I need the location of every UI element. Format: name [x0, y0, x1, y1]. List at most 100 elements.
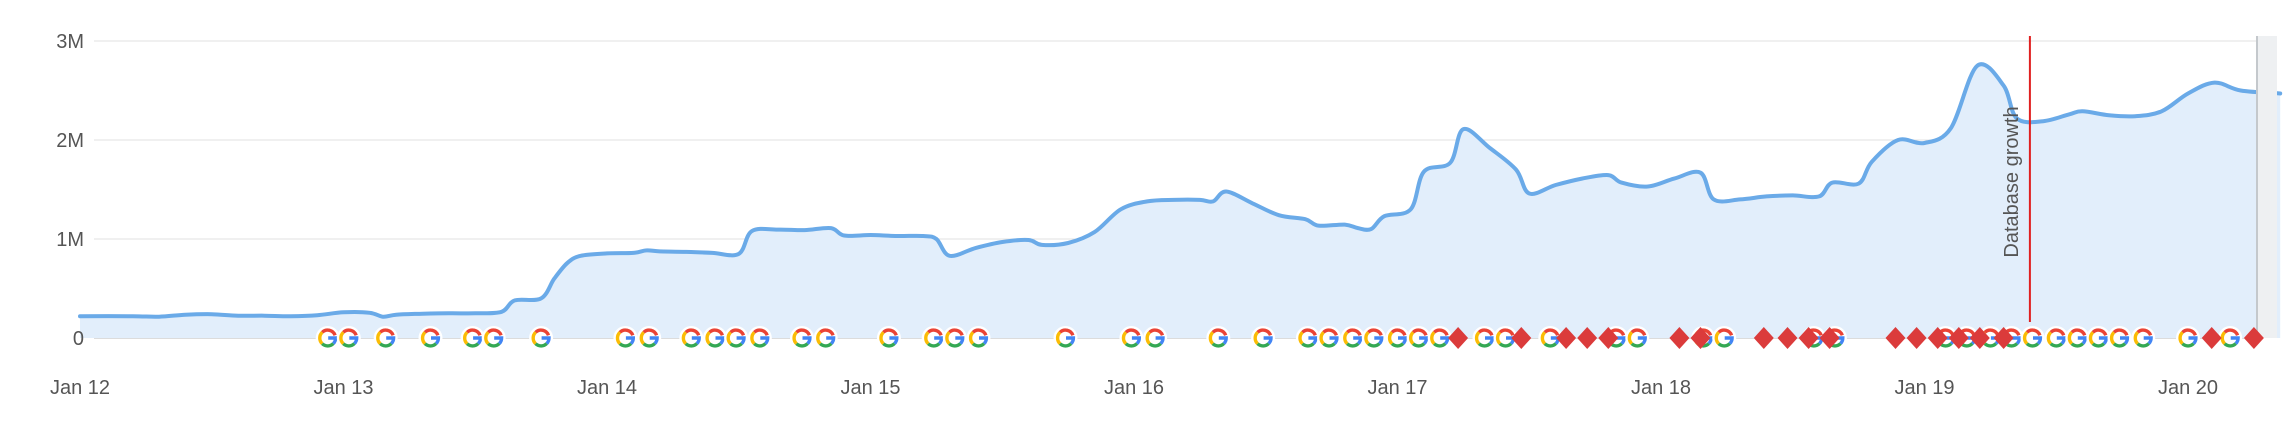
google-arc-yellow	[879, 331, 885, 345]
google-arc-yellow	[2133, 331, 2140, 345]
google-arc-blue	[2012, 336, 2022, 345]
google-arc-blue	[494, 336, 504, 345]
google-marker	[1427, 326, 1452, 350]
google-arc-red	[882, 328, 898, 337]
google-arc-green	[729, 342, 743, 348]
x-tick-label: Jan 17	[1367, 377, 1427, 399]
google-arc-green	[379, 342, 393, 348]
google-arc-yellow	[2067, 331, 2074, 345]
google-arc-blue	[1835, 336, 1845, 345]
google-arc-yellow	[968, 331, 975, 345]
google-arc-blue	[979, 336, 989, 345]
google-arc-red	[1433, 328, 1449, 337]
google-arc-green	[618, 342, 633, 348]
google-arc-blue	[1440, 336, 1450, 345]
google-marker	[1385, 326, 1410, 350]
google-arc-blue	[691, 336, 701, 345]
google-arc-red	[1717, 328, 1734, 337]
diamond-marker	[1906, 327, 1927, 349]
google-marker	[1317, 326, 1341, 350]
google-arc-yellow	[1387, 331, 1394, 345]
google-arc-green	[948, 342, 962, 348]
google-marker	[1472, 326, 1497, 350]
diamond-marker	[1927, 327, 1948, 349]
google-arc-red	[2091, 328, 2108, 337]
google-arc-blue	[2056, 336, 2066, 345]
google-marker	[460, 326, 485, 350]
google-arc-red	[1477, 328, 1494, 337]
google-arc-red	[1630, 328, 1647, 337]
google-arc-blue	[541, 336, 551, 345]
google-arc-blue	[2033, 336, 2043, 345]
google-arc-blue	[2143, 336, 2153, 345]
y-tick-label: 1M	[56, 229, 84, 251]
google-arc-blue	[760, 336, 770, 345]
diamond-marker	[1448, 327, 1469, 349]
google-arc-green	[1390, 342, 1405, 348]
google-arc-blue	[1703, 336, 1713, 345]
google-arc-blue	[1263, 336, 1273, 345]
google-arc-red	[2136, 328, 2153, 337]
google-arc-red	[1301, 328, 1317, 337]
google-arc-red	[321, 328, 337, 337]
diamond-marker	[1511, 327, 1532, 349]
google-arc-green	[1058, 342, 1073, 348]
google-marker	[2020, 326, 2045, 350]
google-arc-yellow	[1627, 331, 1634, 345]
google-arc-red	[465, 328, 482, 337]
event-markers	[315, 326, 2264, 350]
google-arc-green	[882, 342, 896, 348]
diamond-marker	[1598, 327, 1619, 349]
google-arc-yellow	[945, 331, 951, 345]
google-marker	[637, 326, 662, 350]
google-arc-yellow	[750, 331, 756, 345]
google-arc-yellow	[681, 331, 688, 345]
google-arc-blue	[1131, 336, 1142, 345]
google-arc-yellow	[924, 331, 930, 345]
google-arc-yellow	[1474, 331, 1481, 345]
google-arc-blue	[1353, 336, 1363, 345]
y-tick-label: 0	[73, 328, 84, 350]
x-tick-label: Jan 16	[1104, 377, 1164, 399]
google-arc-red	[684, 328, 701, 337]
google-arc-blue	[826, 336, 836, 345]
diamond-marker	[1690, 327, 1711, 349]
google-arc-red	[2070, 328, 2087, 337]
google-arc-yellow	[1408, 331, 1415, 345]
google-arc-red	[2112, 328, 2129, 337]
google-arc-red	[2049, 328, 2066, 337]
google-arc-yellow	[318, 331, 324, 345]
google-marker	[1295, 326, 1320, 350]
google-arc-yellow	[1364, 331, 1370, 345]
annotation-label: Database growth	[2001, 106, 2023, 257]
google-arc-red	[753, 328, 769, 337]
google-marker	[315, 326, 340, 350]
google-marker	[2131, 326, 2156, 350]
plot-edge-shade	[2257, 36, 2277, 338]
google-arc-blue	[736, 336, 746, 345]
google-arc-blue	[1374, 336, 1384, 345]
google-arc-red	[618, 328, 635, 337]
diamond-marker	[1993, 327, 2014, 349]
x-tick-label: Jan 14	[577, 377, 637, 399]
google-arc-green	[708, 342, 722, 348]
plot-right-edge	[2256, 36, 2277, 338]
diamond-marker	[2201, 327, 2222, 349]
google-arc-green	[1983, 342, 1998, 348]
google-marker	[418, 326, 443, 350]
google-arc-green	[1301, 342, 1315, 348]
google-marker	[1361, 326, 1386, 350]
y-axis-ticks: 0 1M 2M 3M	[56, 31, 84, 350]
google-arc-green	[342, 342, 356, 348]
y-tick-label: 3M	[56, 31, 84, 53]
diamond-marker	[1969, 327, 1990, 349]
google-arc-yellow	[420, 331, 427, 345]
google-arc-green	[753, 342, 767, 348]
google-arc-blue	[1155, 336, 1165, 345]
google-arc-green	[465, 342, 480, 348]
google-arc-red	[795, 328, 811, 337]
google-arc-green	[1367, 342, 1381, 348]
google-arc-green	[321, 342, 335, 348]
google-arc-green	[1256, 342, 1270, 348]
google-arc-green	[1477, 342, 1492, 348]
